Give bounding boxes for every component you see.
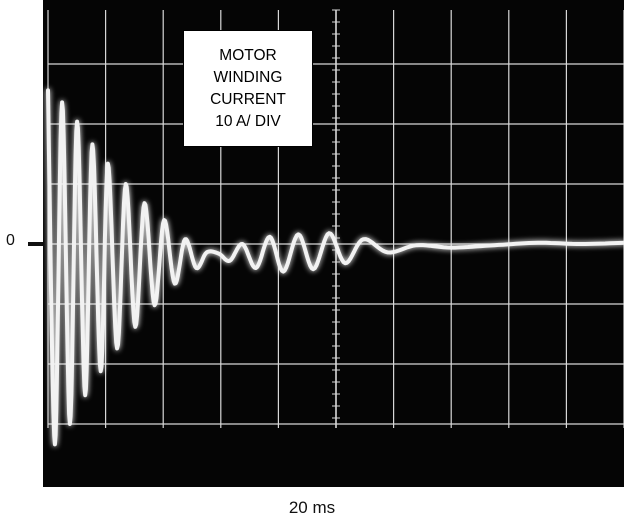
scale-annotation: MOTOR WINDING CURRENT 10 A/ DIV <box>183 30 313 147</box>
time-per-division-label: 20 ms <box>288 498 336 517</box>
annotation-line-4: 10 A/ DIV <box>215 112 281 130</box>
current-trace <box>46 88 624 447</box>
zero-level-label: 0 <box>6 232 15 249</box>
annotation-line-3: CURRENT <box>210 90 286 108</box>
annotation-line-1: MOTOR <box>219 46 277 64</box>
annotation-line-2: WINDING <box>213 68 283 86</box>
zero-level-marker <box>28 242 43 246</box>
oscilloscope-screen <box>43 0 624 487</box>
